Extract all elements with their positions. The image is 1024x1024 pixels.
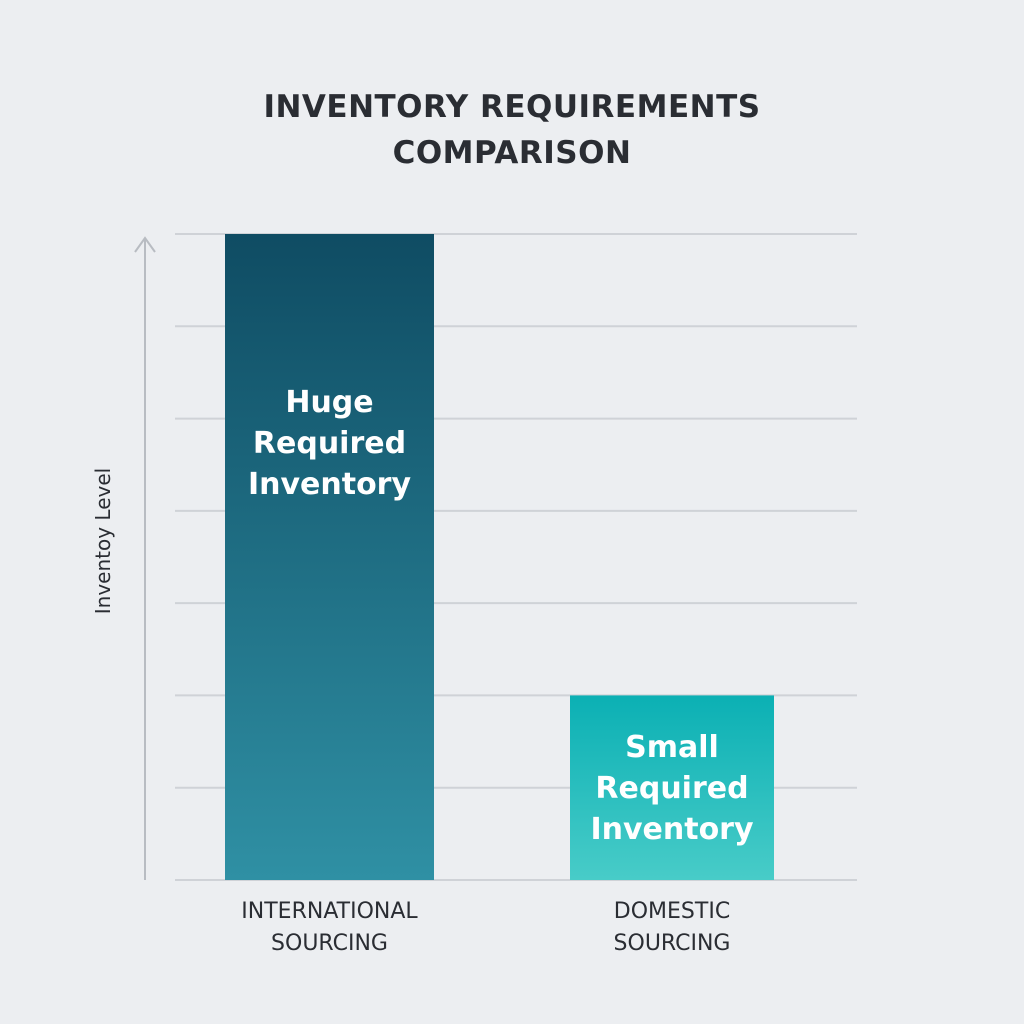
bar-data-label: Required xyxy=(595,771,748,806)
bars: Huge Required Inventory Small Required Invent… xyxy=(225,234,774,880)
bar-2 xyxy=(570,695,774,880)
bar-data-label: Inventory xyxy=(248,467,412,502)
x-tick-label: SOURCING xyxy=(614,931,731,956)
bar-1 xyxy=(225,234,434,880)
bar-data-label: Small xyxy=(625,730,719,765)
x-tick-label: DOMESTIC xyxy=(614,899,730,924)
x-tick-label: INTERNATIONAL xyxy=(241,899,418,924)
x-tick-labels: INTERNATIONAL SOURCING DOMESTIC SOURCING xyxy=(241,899,730,956)
bar-data-label: Inventory xyxy=(590,812,754,847)
chart-title-line-2: COMPARISON xyxy=(392,135,632,171)
chart-title: INVENTORY REQUIREMENTS COMPARISON xyxy=(0,84,1024,176)
bar-data-label: Required xyxy=(253,426,406,461)
bar-data-label: Huge xyxy=(285,385,373,420)
y-axis: Inventoy Level xyxy=(91,236,156,880)
y-axis-arrow-icon xyxy=(134,236,156,253)
x-tick-label: SOURCING xyxy=(271,931,388,956)
chart-title-line-1: INVENTORY REQUIREMENTS xyxy=(263,89,761,125)
y-axis-label: Inventoy Level xyxy=(91,468,115,614)
